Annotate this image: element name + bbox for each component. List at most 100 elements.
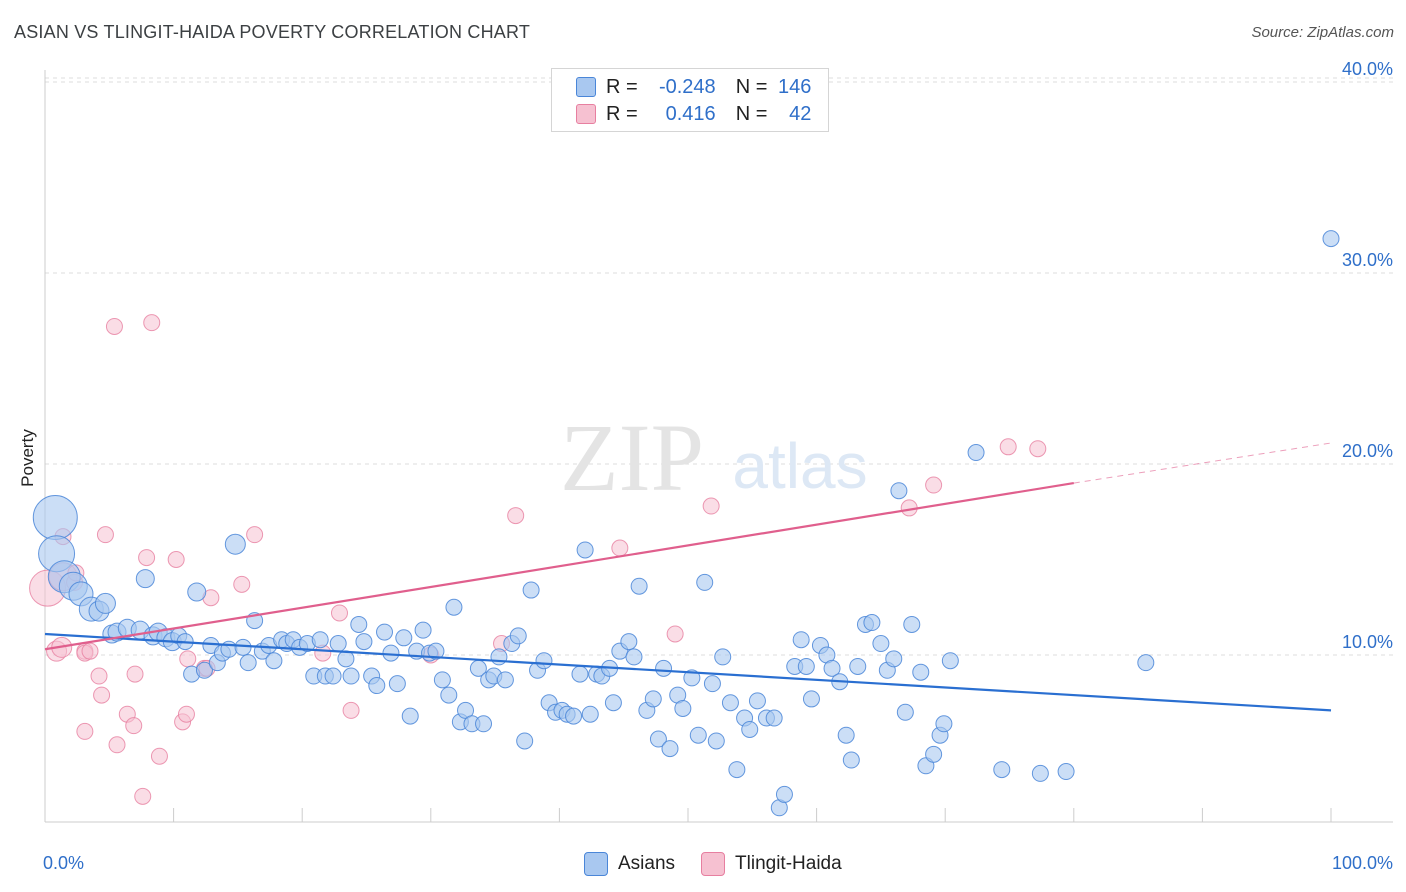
asian-point xyxy=(993,761,1011,779)
tlingit-haida-point xyxy=(108,736,126,754)
asian-point xyxy=(703,675,721,693)
tlingit-haida-point xyxy=(90,667,108,685)
asian-point xyxy=(576,541,594,559)
asians-legend-label: Asians xyxy=(618,853,676,874)
asian-point xyxy=(775,785,793,803)
asian-point xyxy=(925,745,943,763)
grid-layer xyxy=(45,77,1393,656)
watermark-zip: ZIP xyxy=(560,404,704,511)
asian-point xyxy=(741,720,759,738)
tlingit-haida-point xyxy=(507,507,525,525)
x-tick-label: 0.0% xyxy=(43,853,84,873)
asian-point xyxy=(748,692,766,710)
asian-point xyxy=(195,661,213,679)
asian-point xyxy=(311,631,329,649)
asian-point xyxy=(721,694,739,712)
asian-point xyxy=(565,707,583,725)
asian-points xyxy=(32,230,1340,817)
asian-point xyxy=(475,715,493,733)
asian-point xyxy=(604,694,622,712)
asian-point xyxy=(1137,654,1155,672)
watermark: ZIP atlas xyxy=(560,404,868,511)
asian-point xyxy=(522,581,540,599)
asian-point xyxy=(401,707,419,725)
tlingit-haida-point xyxy=(233,575,251,593)
tlingit-haida-point xyxy=(925,476,943,494)
asian-point xyxy=(581,705,599,723)
asian-point xyxy=(802,690,820,708)
y-tick-label: 10.0% xyxy=(1342,632,1393,652)
asian-point xyxy=(414,621,432,639)
tlingit-haida-point xyxy=(76,722,94,740)
asian-point xyxy=(571,665,589,683)
asian-point xyxy=(728,761,746,779)
r-value: -0.248 xyxy=(658,75,716,98)
series-legend: Asians Tlingit-Haida xyxy=(584,852,868,876)
tlingit-haida-point xyxy=(177,705,195,723)
asian-point xyxy=(625,648,643,666)
asian-point xyxy=(842,751,860,769)
tlingit-haida-point xyxy=(138,549,156,567)
asian-point xyxy=(329,635,347,653)
asian-point xyxy=(427,642,445,660)
tlingit-haida-legend-swatch xyxy=(701,852,726,876)
tlingit-haida-point xyxy=(999,438,1017,456)
tlingit-haida-point xyxy=(143,314,161,332)
tlingit-haida-point xyxy=(125,717,143,735)
asian-point xyxy=(707,732,725,750)
asian-point xyxy=(376,623,394,641)
chart-source: Source: ZipAtlas.com xyxy=(1251,24,1394,41)
asian-point xyxy=(350,615,368,633)
asian-point xyxy=(655,659,673,677)
y-tick-label: 20.0% xyxy=(1342,441,1393,461)
asians-trend-line xyxy=(44,632,1332,712)
asian-point xyxy=(1031,764,1049,782)
asian-point xyxy=(837,726,855,744)
asian-point xyxy=(935,715,953,733)
chart-title: ASIAN VS TLINGIT-HAIDA POVERTY CORRELATI… xyxy=(14,22,531,42)
asian-point xyxy=(355,633,373,651)
asian-point xyxy=(792,631,810,649)
asian-point xyxy=(661,740,679,758)
asian-point xyxy=(630,577,648,595)
r-value: 0.416 xyxy=(665,102,716,125)
tick-labels: 10.0% 20.0% 30.0% 40.0% 0.0% 100.0% xyxy=(43,59,1393,873)
tlingit-haida-point xyxy=(150,747,168,765)
asian-point xyxy=(620,633,638,651)
asian-point xyxy=(509,627,527,645)
y-tick-label: 40.0% xyxy=(1342,59,1393,79)
asian-point xyxy=(967,444,985,462)
asian-point xyxy=(863,614,881,632)
r-label: R = xyxy=(606,102,638,125)
asian-point xyxy=(689,726,707,744)
asian-point xyxy=(382,644,400,662)
tlingit-haida-points xyxy=(29,314,1047,805)
asian-point xyxy=(440,686,458,704)
asian-point xyxy=(187,582,207,602)
asian-point xyxy=(696,573,714,591)
tlingit-haida-point xyxy=(105,317,123,335)
asian-point xyxy=(445,598,463,616)
asian-point xyxy=(714,648,732,666)
tlingit-haida-point xyxy=(611,539,629,557)
watermark-atlas: atlas xyxy=(732,430,867,502)
asian-point xyxy=(885,650,903,668)
axes-layer xyxy=(44,70,1393,823)
asian-point xyxy=(941,652,959,670)
correlation-legend: R = -0.248 N = 146 R = 0.416 N = 42 xyxy=(551,68,829,132)
tlingit-haida-trend-extension xyxy=(1073,442,1332,484)
tlingit-haida-point xyxy=(93,686,111,704)
legend-row-tlingit-haida: R = 0.416 N = 42 xyxy=(576,101,811,127)
y-tick-label: 30.0% xyxy=(1342,250,1393,270)
asian-point xyxy=(265,652,283,670)
asian-point xyxy=(644,690,662,708)
tlingit-haida-point xyxy=(96,526,114,544)
asian-point xyxy=(368,677,386,695)
asian-point xyxy=(135,569,155,589)
asian-point xyxy=(872,635,890,653)
legend-row-asians: R = -0.248 N = 146 xyxy=(576,74,811,100)
asian-point xyxy=(849,657,867,675)
asian-point xyxy=(239,654,257,672)
asian-point xyxy=(1057,763,1075,781)
